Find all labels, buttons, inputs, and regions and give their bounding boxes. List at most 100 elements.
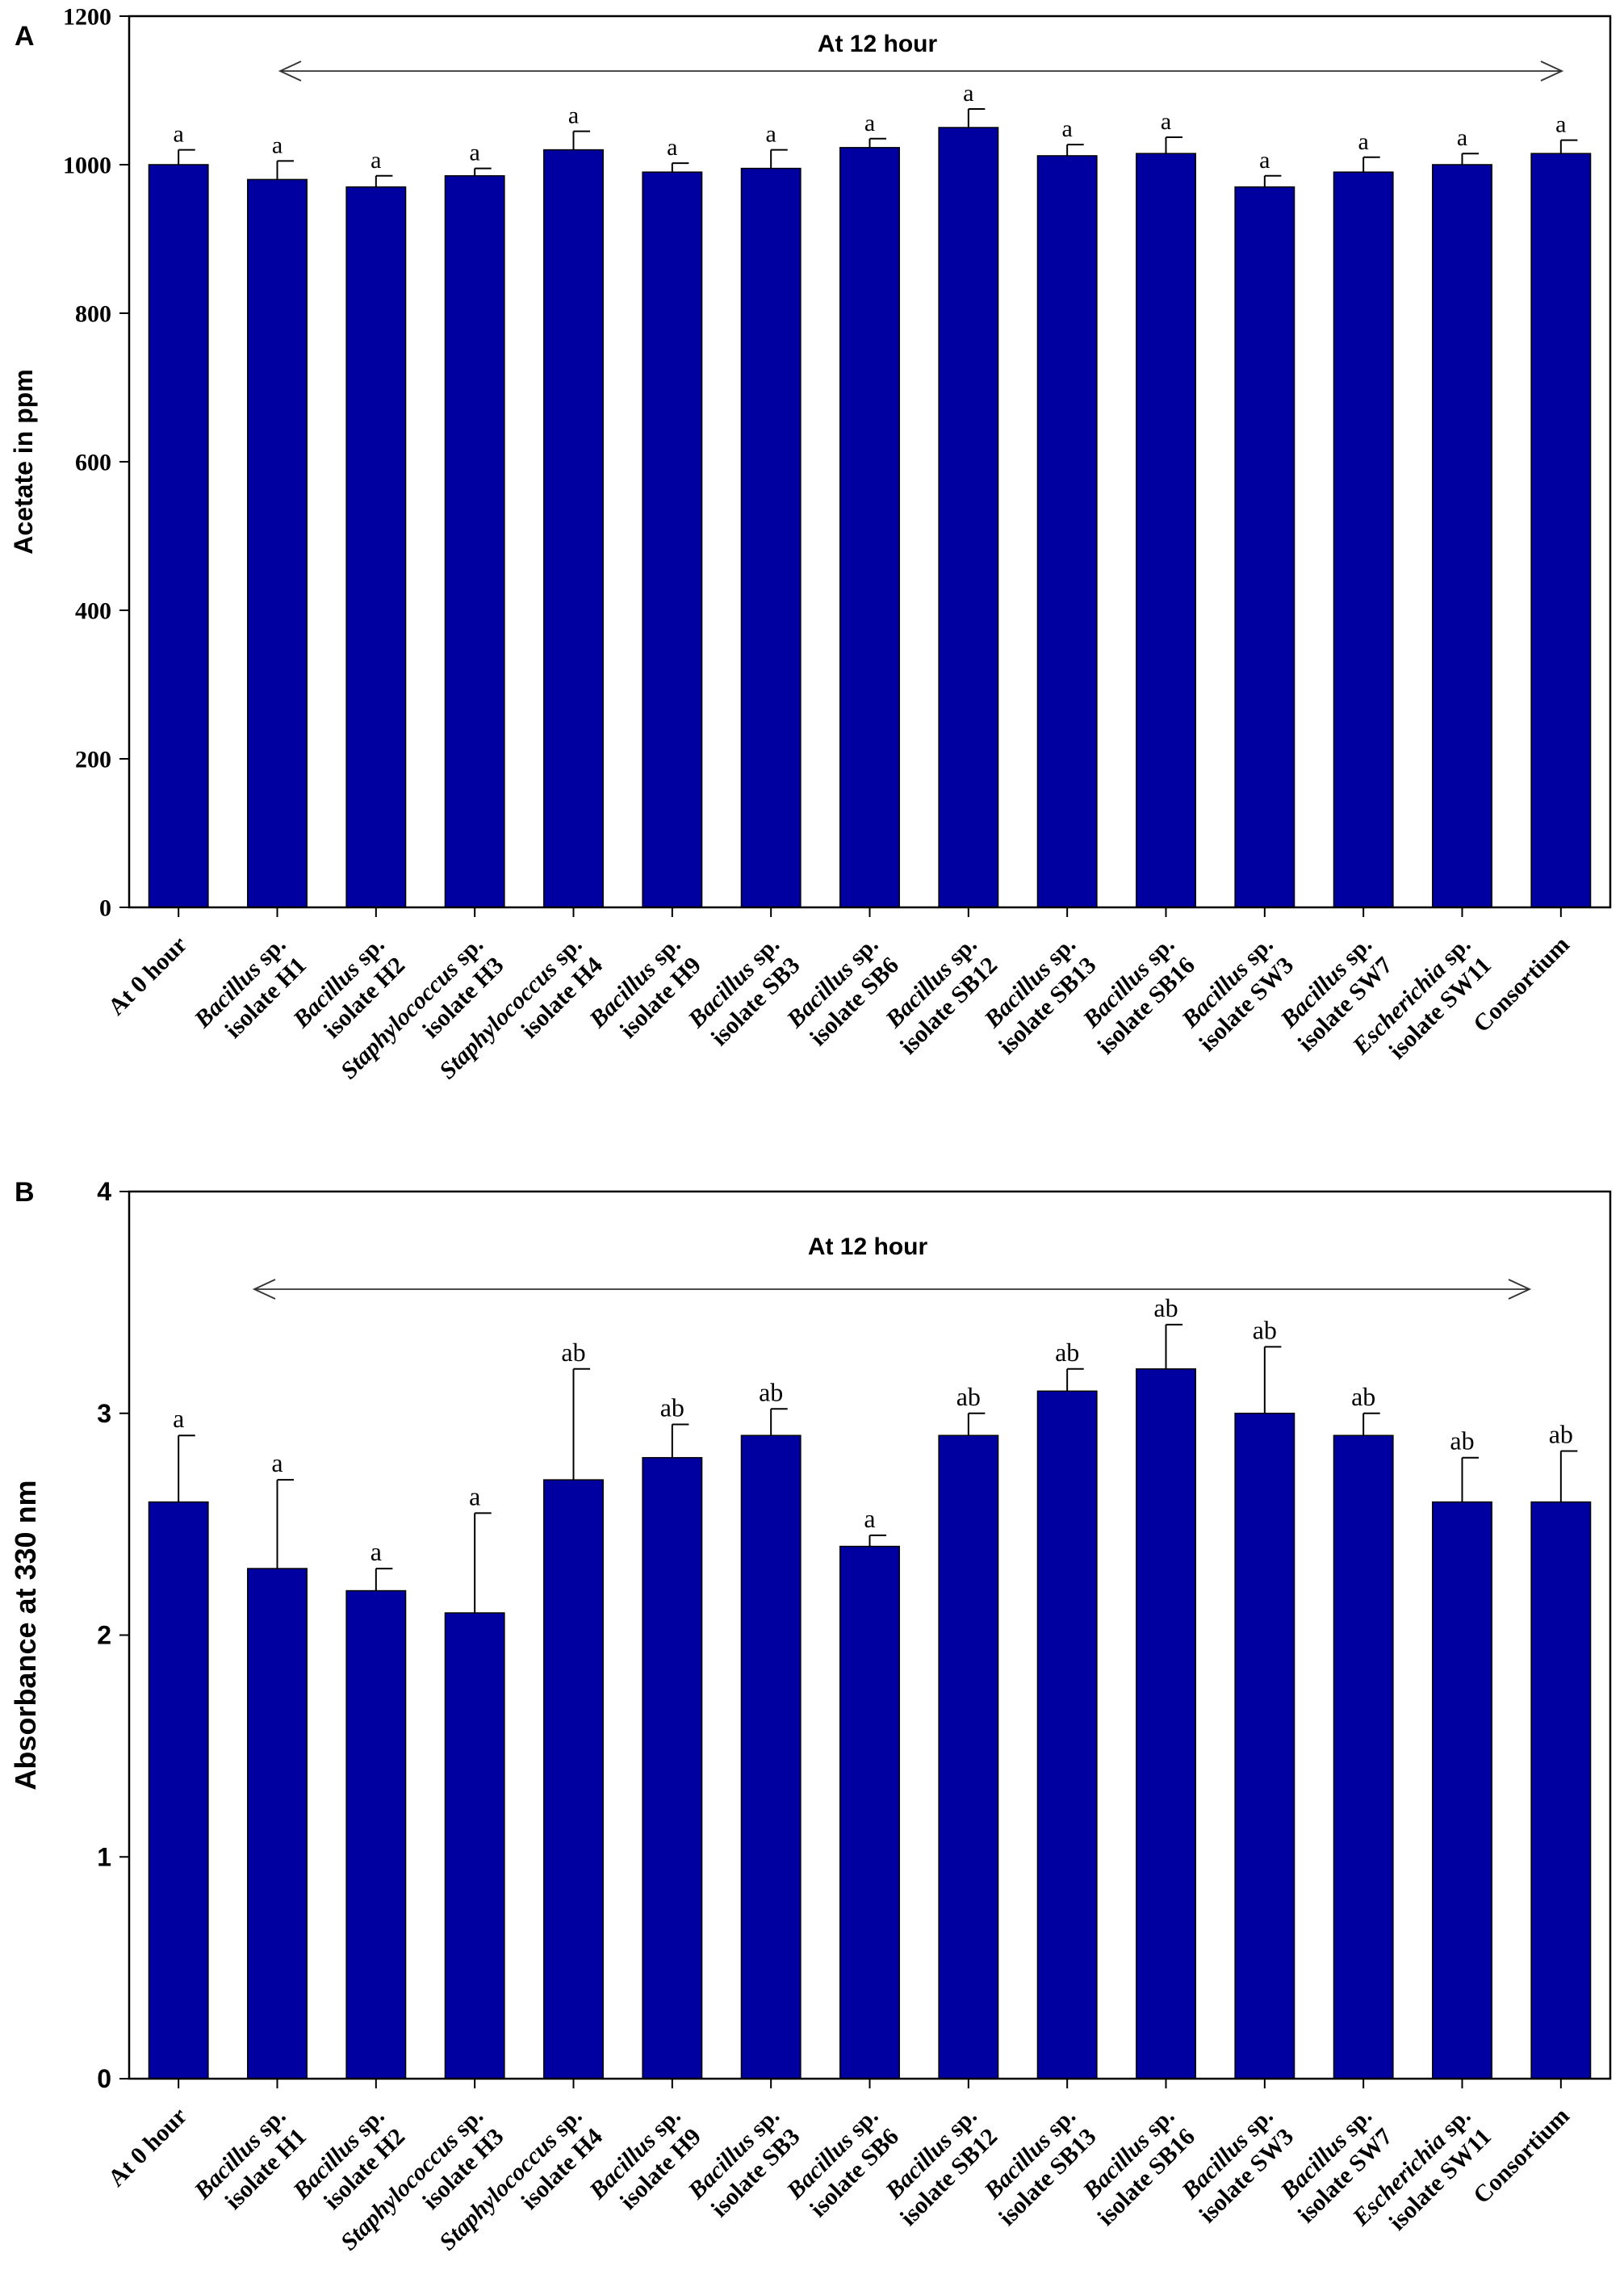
- bar: [1234, 1413, 1295, 2079]
- bar: [444, 175, 505, 908]
- bar: [1333, 171, 1394, 908]
- significance-label: ab: [1351, 1382, 1375, 1411]
- x-tick-label: Bacillus sp.isolate SB3: [683, 932, 806, 1054]
- significance-label: a: [766, 121, 776, 148]
- significance-label: a: [667, 134, 677, 161]
- bar: [642, 171, 703, 908]
- y-tick-label: 4: [97, 1177, 111, 1206]
- bar: [1036, 1390, 1098, 2079]
- y-tick-label: 1: [97, 1842, 111, 1871]
- x-tick-label: Bacillus sp.isolate SB13: [973, 2103, 1102, 2231]
- significance-label: ab: [1549, 1419, 1573, 1448]
- bar: [148, 1501, 209, 2079]
- x-tick-label: Bacillus sp.isolate SB16: [1072, 932, 1200, 1060]
- significance-label: a: [568, 103, 579, 129]
- significance-label: ab: [759, 1377, 783, 1406]
- bar: [839, 147, 900, 908]
- x-tick-label: Bacillus sp.isolate SB3: [683, 2103, 806, 2226]
- significance-label: a: [963, 80, 973, 107]
- y-tick-label: 400: [75, 598, 111, 625]
- significance-label: a: [1062, 115, 1073, 142]
- significance-label: a: [1161, 108, 1171, 135]
- bar: [543, 149, 604, 908]
- y-axis-label: Absorbance at 330 nm: [9, 1480, 42, 1790]
- significance-label: a: [864, 110, 875, 136]
- bar: [444, 1612, 505, 2079]
- annotation-label: At 12 hour: [808, 1233, 928, 1260]
- bar: [247, 178, 308, 908]
- x-tick-label: Bacillus sp.isolate H1: [189, 932, 312, 1054]
- x-tick-label: Consortium: [1468, 2103, 1575, 2209]
- x-tick-label: Bacillus sp.isolate SB6: [781, 932, 904, 1054]
- bar: [1530, 1501, 1592, 2079]
- x-tick-label: Bacillus sp.isolate SB16: [1072, 2103, 1200, 2231]
- y-tick-label: 0: [97, 2064, 111, 2093]
- double-arrow-icon: [278, 61, 1564, 82]
- double-arrow-icon: [252, 1279, 1532, 1300]
- panel-letter: B: [15, 1177, 35, 1208]
- annotation-label: At 12 hour: [818, 31, 938, 57]
- x-tick-label: Consortium: [1468, 932, 1575, 1038]
- significance-label: a: [1555, 111, 1566, 138]
- x-tick-label: Bacillus sp.isolate H1: [189, 2103, 312, 2226]
- y-tick-label: 600: [75, 450, 111, 476]
- x-tick-label: Bacillus sp.isolate SB12: [874, 932, 1002, 1060]
- panel-letter: A: [15, 21, 35, 52]
- bar: [247, 1568, 308, 2079]
- x-tick-label: Bacillus sp.isolate H9: [584, 2103, 706, 2226]
- bar: [345, 1589, 407, 2079]
- bar: [740, 167, 802, 908]
- x-tick-label: Bacillus sp.isolate SB12: [874, 2103, 1002, 2231]
- x-tick-label: Bacillus sp.isolate SW3: [1174, 2103, 1299, 2228]
- significance-label: a: [173, 1404, 184, 1433]
- y-tick-label: 1200: [63, 4, 111, 31]
- bar: [839, 1545, 900, 2079]
- significance-label: a: [370, 147, 381, 174]
- bar: [938, 1434, 999, 2079]
- bar: [1432, 1501, 1492, 2079]
- x-tick-label-segment: Consortium: [1468, 2103, 1575, 2209]
- bar: [543, 1479, 604, 2079]
- bar: [1136, 1368, 1196, 2079]
- bar: [1333, 1434, 1394, 2079]
- x-tick-label: Bacillus sp.isolate SW3: [1174, 932, 1299, 1057]
- x-tick-label: At 0 hour: [103, 932, 193, 1021]
- significance-label: a: [864, 1504, 875, 1533]
- significance-label: ab: [956, 1382, 981, 1411]
- bar: [642, 1456, 703, 2079]
- significance-label: a: [370, 1537, 382, 1566]
- significance-label: ab: [1253, 1315, 1277, 1344]
- y-tick-label: 2: [97, 1621, 111, 1650]
- x-tick-label: Bacillus sp.isolate H9: [584, 932, 706, 1054]
- bar: [1432, 164, 1492, 908]
- significance-label: ab: [561, 1338, 585, 1367]
- significance-label: a: [272, 132, 283, 158]
- y-tick-label: 0: [99, 895, 111, 922]
- significance-label: ab: [1450, 1426, 1474, 1455]
- significance-label: a: [271, 1448, 283, 1477]
- x-tick-label: Bacillus sp.isolate SB13: [973, 932, 1102, 1060]
- significance-label: a: [174, 121, 184, 148]
- significance-label: a: [469, 1481, 480, 1510]
- y-tick-label: 800: [75, 301, 111, 328]
- bar: [1136, 153, 1196, 908]
- x-tick-label-segment: At 0 hour: [103, 2103, 193, 2193]
- y-tick-label: 3: [97, 1399, 111, 1428]
- bar: [345, 186, 407, 908]
- significance-label: a: [470, 140, 480, 166]
- significance-label: ab: [1153, 1293, 1178, 1322]
- y-tick-label: 1000: [63, 153, 111, 179]
- y-tick-label: 200: [75, 747, 111, 773]
- bar: [740, 1434, 802, 2079]
- significance-label: ab: [1055, 1338, 1079, 1367]
- bar: [938, 127, 999, 908]
- bar: [148, 164, 209, 908]
- significance-label: a: [1358, 128, 1369, 155]
- x-tick-label-segment: At 0 hour: [103, 932, 193, 1021]
- x-tick-label: Bacillus sp.isolate SB6: [781, 2103, 904, 2226]
- significance-label: ab: [660, 1393, 684, 1422]
- x-tick-label-segment: Consortium: [1468, 932, 1575, 1038]
- panel-a: Aa At 0 hour a Bacillus sp.isolate H1 a Bacil…: [9, 4, 1612, 1084]
- significance-label: a: [1457, 124, 1467, 151]
